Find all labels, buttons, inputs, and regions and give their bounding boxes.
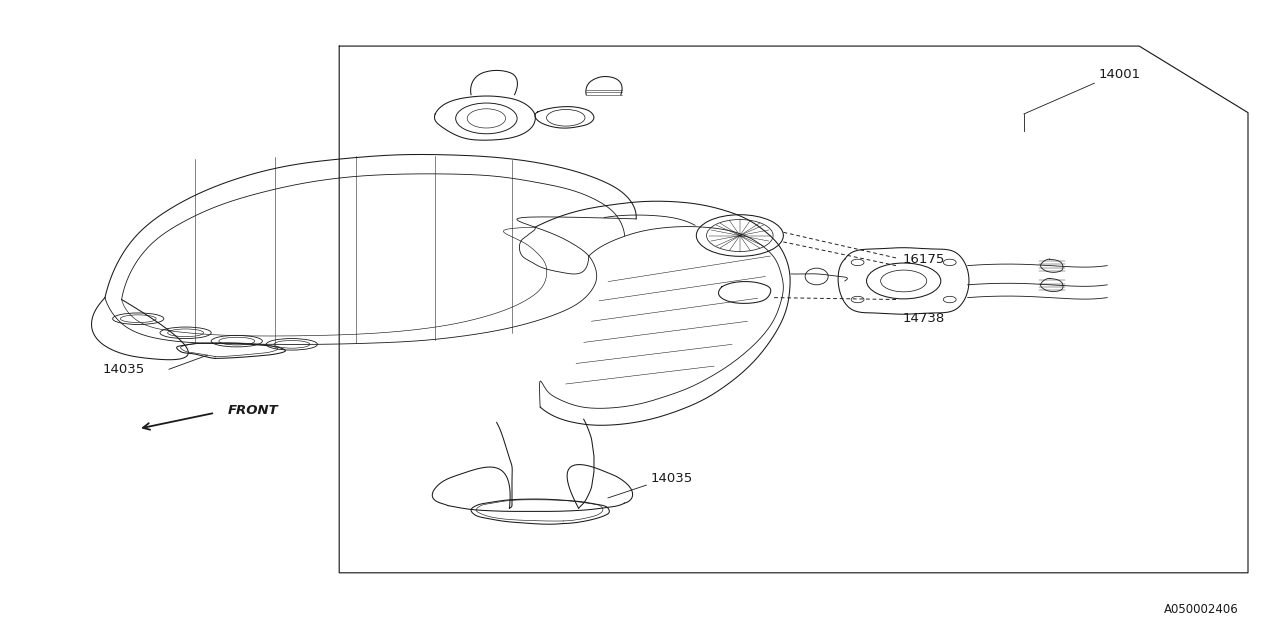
Text: 16175: 16175 [902, 253, 945, 266]
Text: A050002406: A050002406 [1165, 603, 1239, 616]
Text: 14738: 14738 [902, 312, 945, 325]
Text: FRONT: FRONT [228, 404, 279, 417]
Text: 14035: 14035 [650, 472, 692, 485]
Text: 14035: 14035 [102, 363, 145, 376]
Text: 14001: 14001 [1098, 68, 1140, 81]
